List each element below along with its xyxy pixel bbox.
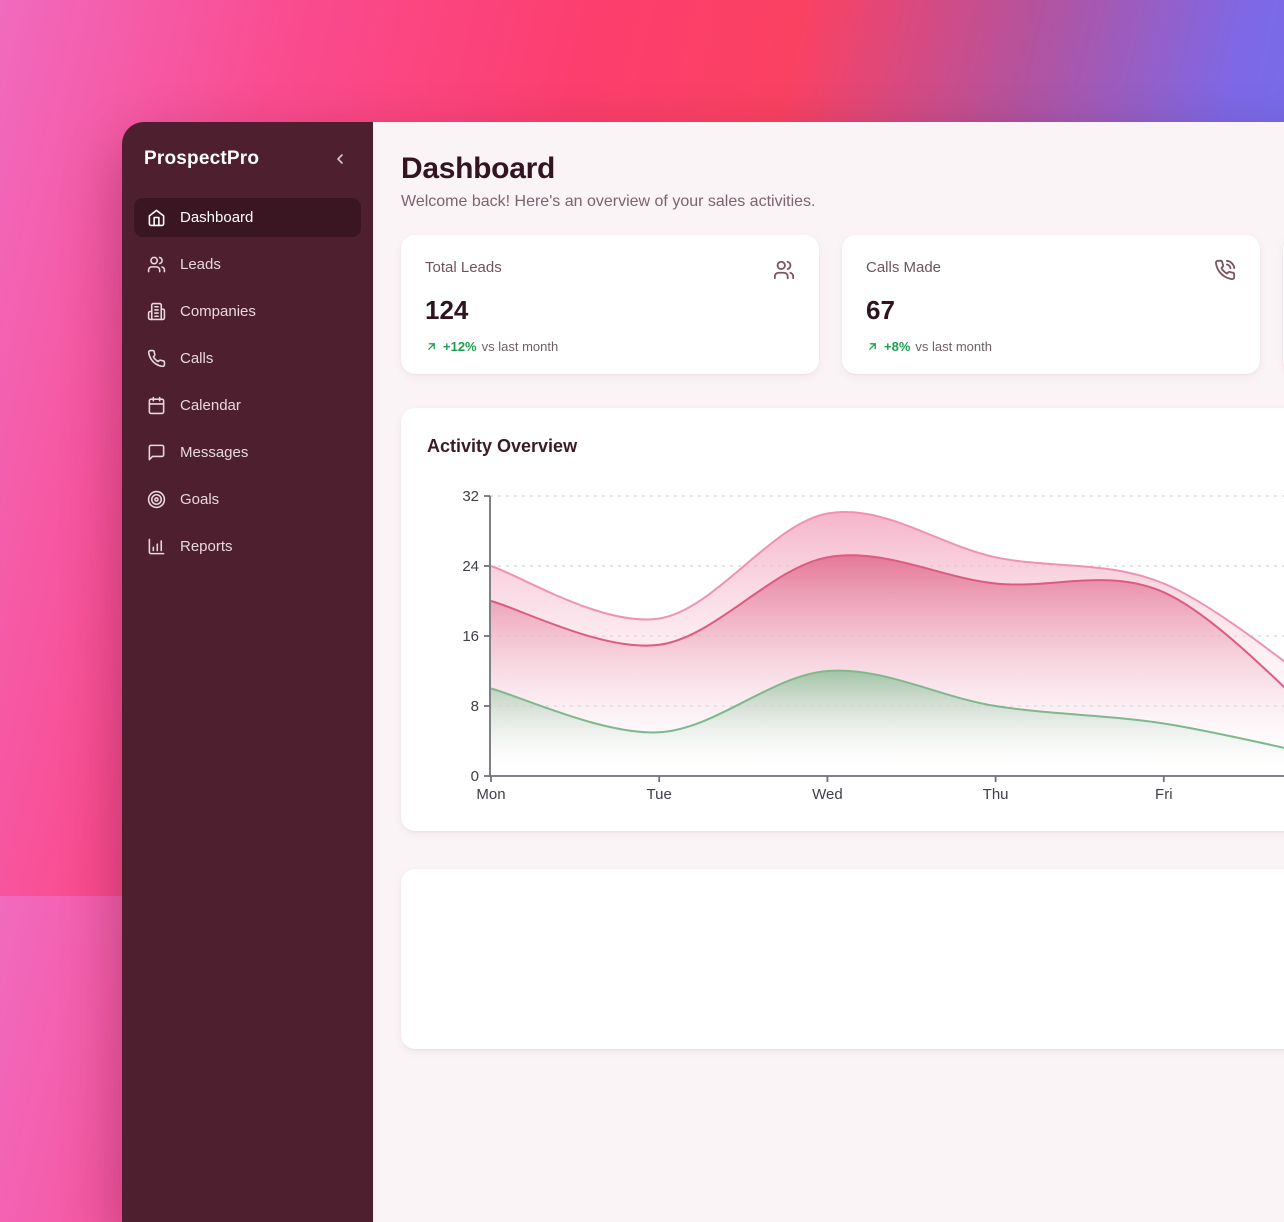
y-axis-label-16: 16 <box>462 628 479 645</box>
activity-chart: 08162432MonTueWedThuFriSat <box>427 475 1284 810</box>
activity-overview-card: Activity Overview 0 8 16 24 32 Mon Tue Wed Thu Fr… <box>401 408 1284 831</box>
x-axis-label-Wed: Wed <box>812 786 843 803</box>
phone-icon <box>147 349 166 368</box>
target-icon <box>147 490 166 509</box>
stat-card-calls-made: Calls Made 67 +8% vs last month <box>842 235 1260 374</box>
area-series-bottom-green <box>491 670 1284 776</box>
calendar-icon <box>148 396 165 415</box>
sidebar-item-label: Calendar <box>180 397 241 414</box>
line-series-middle-dark-pink <box>490 554 1284 689</box>
stats-row: Total Leads 124 +12% vs last month Calls Mad… <box>401 235 1284 374</box>
sidebar-item-label: Messages <box>180 444 249 461</box>
page-title: Dashboard <box>401 152 555 185</box>
stat-label: Calls Made <box>866 259 942 276</box>
app-brand: ProspectPro <box>144 148 260 169</box>
stat-value: 124 <box>425 295 469 325</box>
x-axis-label-Thu: Thu <box>983 786 1009 803</box>
stat-change-value: +8% <box>884 339 911 354</box>
app-window: ProspectPro Dashboard Leads Companies Calls… <box>122 122 1284 1222</box>
sidebar-item-leads[interactable]: Leads <box>134 245 361 284</box>
users-icon <box>147 256 166 273</box>
sidebar-item-dashboard[interactable]: Dashboard <box>134 198 361 237</box>
sidebar-item-label: Calls <box>180 350 214 367</box>
y-axis-label-0: 0 <box>471 768 479 785</box>
phone-call-icon-wrap <box>1214 259 1236 286</box>
sidebar-item-companies[interactable]: Companies <box>134 292 361 331</box>
stat-change-suffix: vs last month <box>481 339 559 354</box>
sidebar-item-calls[interactable]: Calls <box>134 339 361 378</box>
sidebar-item-label: Reports <box>180 538 233 555</box>
sidebar-item-label: Leads <box>180 256 221 273</box>
y-axis-label-8: 8 <box>471 698 479 715</box>
bottom-card-clipped <box>401 869 1284 1049</box>
trend-up-icon-wrap <box>425 340 438 353</box>
stat-card-header: Total Leads <box>425 259 795 286</box>
stat-card-header: Calls Made <box>866 259 1236 286</box>
activity-overview-title: Activity Overview <box>427 436 578 456</box>
sidebar-item-label: Dashboard <box>180 209 254 226</box>
users-icon <box>773 260 795 280</box>
building-icon <box>147 302 166 321</box>
sidebar: ProspectPro Dashboard Leads Companies Calls… <box>122 122 373 1222</box>
activity-chart-svg: 08162432MonTueWedThuFriSat <box>462 488 1284 803</box>
stat-card-total-leads: Total Leads 124 +12% vs last month <box>401 235 819 374</box>
x-axis-label-Tue: Tue <box>647 786 672 803</box>
stat-change: +8% vs last month <box>866 339 1236 354</box>
stat-label: Total Leads <box>425 259 502 276</box>
stat-change-value: +12% <box>443 339 477 354</box>
bar-chart-icon <box>148 538 165 555</box>
sidebar-item-messages[interactable]: Messages <box>134 433 361 472</box>
home-icon <box>148 209 165 227</box>
sidebar-item-label: Companies <box>180 303 256 320</box>
x-axis-label-Mon: Mon <box>476 786 505 803</box>
page-subtitle: Welcome back! Here's an overview of your… <box>401 193 816 210</box>
stat-change: +12% vs last month <box>425 339 795 354</box>
x-axis-label-Fri: Fri <box>1155 786 1173 803</box>
sidebar-item-goals[interactable]: Goals <box>134 480 361 519</box>
sidebar-item-reports[interactable]: Reports <box>134 527 361 566</box>
phone-call-icon <box>1215 259 1236 281</box>
main-content: Dashboard Welcome back! Here's an overvi… <box>373 122 1284 1222</box>
sidebar-header: ProspectPro <box>134 142 361 198</box>
y-axis-label-32: 32 <box>462 488 479 505</box>
sidebar-item-calendar[interactable]: Calendar <box>134 386 361 425</box>
sidebar-nav: Dashboard Leads Companies Calls Calendar Mess… <box>134 198 361 566</box>
sidebar-collapse-button[interactable] <box>329 148 351 170</box>
message-icon <box>148 444 165 461</box>
y-axis-label-24: 24 <box>462 558 479 575</box>
line-series-bottom-green <box>490 669 1284 749</box>
sidebar-item-label: Goals <box>180 491 220 508</box>
stat-value: 67 <box>866 295 895 325</box>
trend-up-icon <box>869 343 876 350</box>
trend-up-icon-wrap <box>866 340 879 353</box>
trend-up-icon <box>428 343 435 350</box>
chevron-left-icon <box>337 154 343 164</box>
users-icon-wrap <box>773 259 795 286</box>
line-series-top-light-pink <box>490 511 1284 663</box>
stat-change-suffix: vs last month <box>915 339 992 354</box>
